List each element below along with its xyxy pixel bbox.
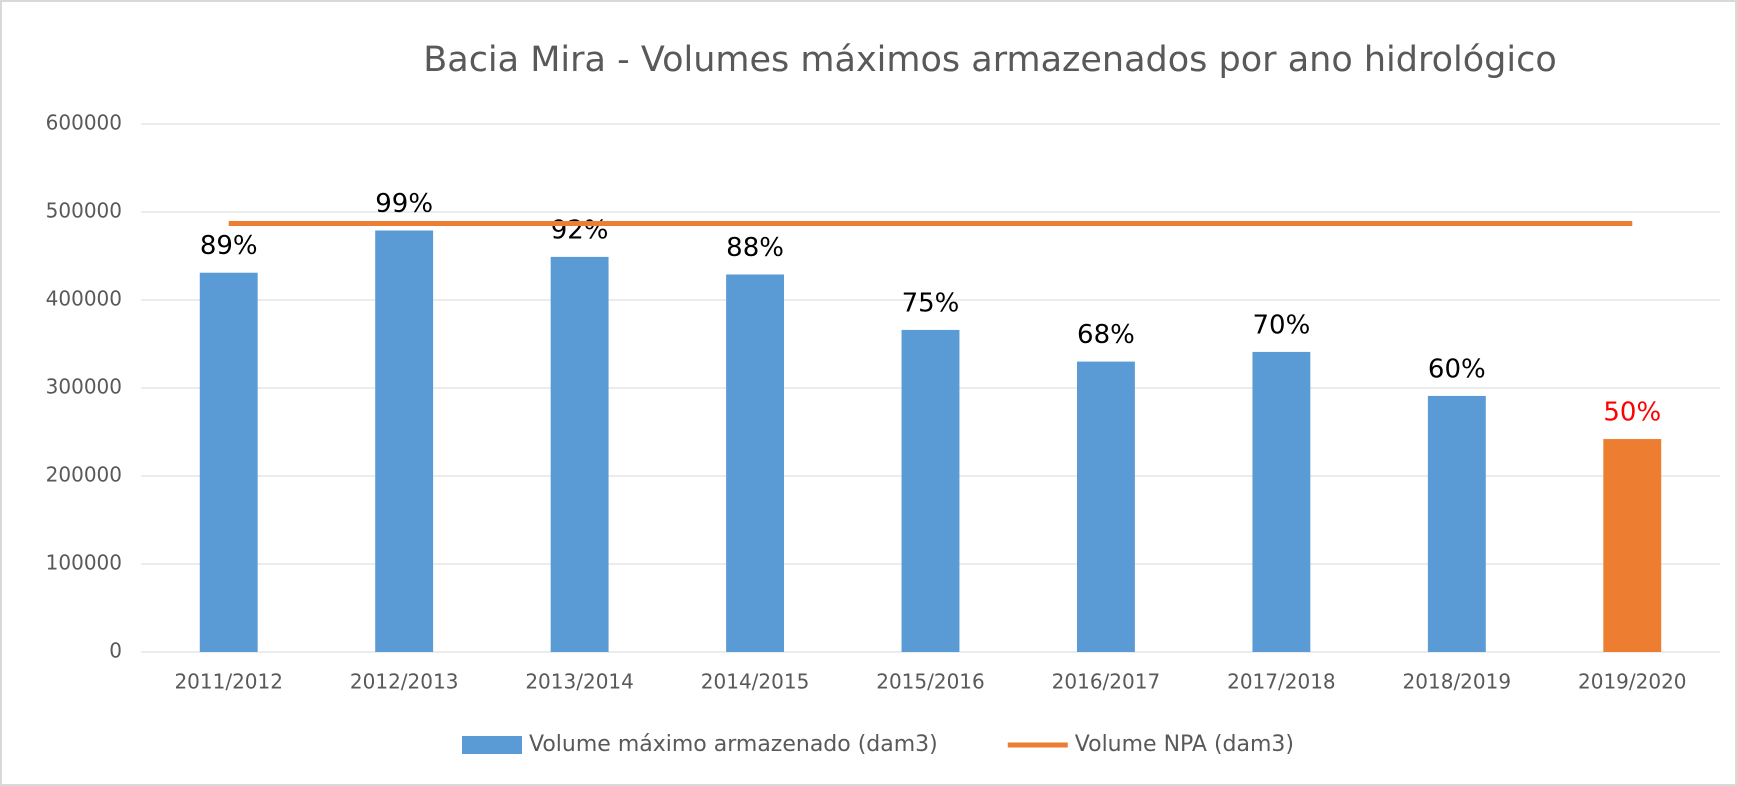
x-tick-label: 2011/2012 bbox=[174, 670, 283, 694]
x-tick-label: 2018/2019 bbox=[1403, 670, 1512, 694]
x-tick-label: 2013/2014 bbox=[525, 670, 634, 694]
data-label: 99% bbox=[375, 189, 433, 219]
bar bbox=[1427, 395, 1486, 652]
data-label: 68% bbox=[1077, 320, 1135, 350]
legend-label: Volume NPA (dam3) bbox=[1075, 732, 1294, 757]
y-tick-label: 0 bbox=[109, 639, 122, 663]
x-tick-label: 2012/2013 bbox=[350, 670, 459, 694]
legend-label: Volume máximo armazenado (dam3) bbox=[529, 732, 938, 757]
data-label: 89% bbox=[200, 231, 258, 261]
bar bbox=[1603, 439, 1662, 652]
y-tick-label: 100000 bbox=[46, 551, 122, 575]
x-tick-label: 2016/2017 bbox=[1052, 670, 1161, 694]
bar bbox=[375, 230, 434, 653]
bar bbox=[1076, 361, 1135, 652]
bar bbox=[1252, 351, 1311, 652]
y-tick-label: 600000 bbox=[46, 111, 122, 135]
x-tick-label: 2014/2015 bbox=[701, 670, 810, 694]
data-label: 70% bbox=[1252, 310, 1310, 340]
data-label: 92% bbox=[551, 215, 609, 245]
data-label: 50% bbox=[1603, 398, 1661, 428]
x-tick-label: 2015/2016 bbox=[876, 670, 985, 694]
y-tick-label: 200000 bbox=[46, 463, 122, 487]
x-tick-label: 2019/2020 bbox=[1578, 670, 1687, 694]
bar bbox=[199, 272, 258, 652]
y-tick-label: 400000 bbox=[46, 287, 122, 311]
data-label: 60% bbox=[1428, 354, 1486, 384]
chart-title: Bacia Mira - Volumes máximos armazenados… bbox=[423, 40, 1557, 80]
data-label: 75% bbox=[902, 288, 960, 318]
x-tick-label: 2017/2018 bbox=[1227, 670, 1336, 694]
y-tick-label: 500000 bbox=[46, 199, 122, 223]
data-label: 88% bbox=[726, 233, 784, 263]
y-tick-label: 300000 bbox=[46, 375, 122, 399]
bar bbox=[550, 256, 609, 652]
bar bbox=[726, 274, 785, 652]
legend-swatch bbox=[462, 736, 522, 754]
bar bbox=[901, 329, 960, 652]
